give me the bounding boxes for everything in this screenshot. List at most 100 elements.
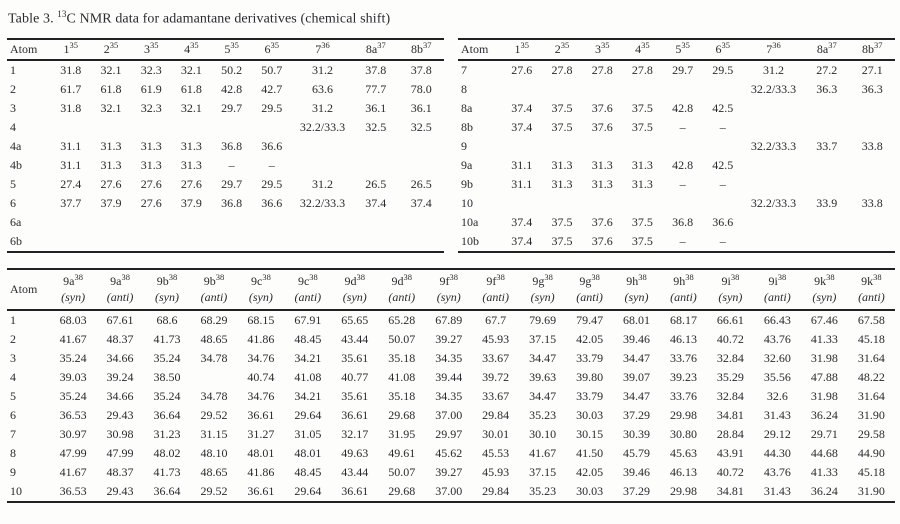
value-cell: 40.72 xyxy=(716,331,744,346)
top-tables-row: Atom 135 235 335 435 535 635 736 8a37 8b37 1 31.8 32… xyxy=(7,37,895,253)
column-variant-label: (anti) xyxy=(764,289,791,304)
atom-label: 2 xyxy=(10,81,16,96)
atom-label: 10 xyxy=(10,483,22,498)
value-cell: 33.67 xyxy=(482,388,510,403)
value-cell xyxy=(804,232,849,252)
value-cell: 31.43 xyxy=(763,483,791,498)
column-header-8a: 8a37 xyxy=(353,38,399,61)
value-cell: 65.65 xyxy=(341,312,369,327)
atom-label: 6 xyxy=(10,407,16,422)
value-cell: 33.79 xyxy=(576,350,604,365)
table-row-atom-5: 5 27.4 27.6 27.6 27.6 29.7 29.5 31.2 26.5 26.5 xyxy=(7,175,444,194)
value-cell: 42.8 xyxy=(672,100,694,115)
value-cell xyxy=(703,137,743,156)
column-variant-label: (syn) xyxy=(530,289,555,304)
value-cell: 37.15 xyxy=(529,331,557,346)
column-header-5: 535 xyxy=(662,38,703,61)
value-cell: – xyxy=(719,176,726,191)
atom-label: 1 xyxy=(10,62,16,77)
atom-label: 7 xyxy=(461,62,467,77)
atom-label: 7 xyxy=(10,426,16,441)
value-cell xyxy=(171,118,211,137)
value-cell: 39.24 xyxy=(106,369,134,384)
atom-label: 5 xyxy=(10,176,16,191)
value-cell xyxy=(804,213,849,232)
value-cell: 61.8 xyxy=(100,81,122,96)
value-cell xyxy=(353,232,398,252)
value-cell: 34.66 xyxy=(106,350,134,365)
value-cell xyxy=(51,232,91,252)
value-cell: 29.5 xyxy=(261,176,283,191)
value-cell xyxy=(51,213,91,232)
value-cell: 31.2 xyxy=(311,176,333,191)
value-cell xyxy=(850,232,895,252)
value-cell: 31.3 xyxy=(100,157,122,172)
title-prefix: Table 3. xyxy=(8,11,58,27)
value-cell: 39.80 xyxy=(576,369,604,384)
column-header-9f-anti-: 9f38 (anti) xyxy=(472,268,520,311)
value-cell xyxy=(353,137,398,156)
value-cell xyxy=(91,118,131,137)
value-cell: – xyxy=(679,233,686,248)
column-header-9i-syn-: 9i38 (syn) xyxy=(706,268,754,311)
value-cell: 67.46 xyxy=(810,312,838,327)
value-cell: 26.5 xyxy=(410,176,432,191)
value-cell xyxy=(292,213,353,232)
value-cell xyxy=(131,232,171,252)
value-cell: 29.7 xyxy=(221,100,243,115)
column-variant-label: (syn) xyxy=(248,289,273,304)
value-cell: 28.84 xyxy=(716,426,744,441)
atom-label: 6a xyxy=(10,214,22,229)
atom-column-header: Atom xyxy=(7,38,51,61)
value-cell xyxy=(850,213,895,232)
value-cell: 40.77 xyxy=(341,369,369,384)
atom-label: 4b xyxy=(10,157,22,172)
value-cell xyxy=(582,194,622,213)
value-cell: 32.1 xyxy=(100,62,122,77)
atom-column-header: Atom xyxy=(458,38,502,61)
value-cell: 34.47 xyxy=(623,388,651,403)
value-cell: 32.3 xyxy=(140,100,162,115)
table-row-atom-7: 7 27.6 27.8 27.8 27.8 29.7 29.5 31.2 27.2 27.1 xyxy=(458,60,895,80)
value-cell: 34.76 xyxy=(247,350,275,365)
value-cell: 31.1 xyxy=(60,157,82,172)
value-cell xyxy=(212,213,252,232)
value-cell xyxy=(743,99,804,118)
value-cell: 36.1 xyxy=(410,100,432,115)
value-cell xyxy=(622,194,662,213)
value-cell: 27.1 xyxy=(861,62,883,77)
value-cell xyxy=(190,368,237,387)
column-variant-label: (syn) xyxy=(61,289,86,304)
value-cell: 43.91 xyxy=(716,445,744,460)
value-cell xyxy=(743,232,804,252)
value-cell: 36.3 xyxy=(861,81,883,96)
value-cell: 43.76 xyxy=(763,331,791,346)
value-cell: 48.65 xyxy=(200,464,228,479)
atom-column-header: Atom xyxy=(7,268,50,311)
value-cell: 30.39 xyxy=(623,426,651,441)
table-title: Table 3. 13C NMR data for adamantane der… xyxy=(8,9,895,28)
value-cell: 37.4 xyxy=(410,195,432,210)
column-header-9g-syn-: 9g38 (syn) xyxy=(519,268,567,311)
value-cell: 32.5 xyxy=(365,119,387,134)
value-cell: 37.29 xyxy=(623,483,651,498)
value-cell: 37.6 xyxy=(591,119,613,134)
value-cell: 37.00 xyxy=(435,483,463,498)
column-header-3: 335 xyxy=(131,38,172,61)
column-header-9a-anti-: 9a38 (anti) xyxy=(96,268,144,311)
column-variant-label: (anti) xyxy=(482,289,509,304)
value-cell: 29.7 xyxy=(221,176,243,191)
table-row-atom-4: 4 39.03 39.24 38.50 40.74 41.08 40.77 41.08 39.4… xyxy=(7,368,895,387)
value-cell: 78.0 xyxy=(410,81,432,96)
table-row-atom-6a: 6a xyxy=(7,213,444,232)
value-cell: 37.4 xyxy=(511,119,533,134)
value-cell: 29.7 xyxy=(672,62,694,77)
value-cell: 27.8 xyxy=(591,62,613,77)
value-cell: 44.90 xyxy=(857,445,885,460)
value-cell: 37.4 xyxy=(511,100,533,115)
value-cell: 43.44 xyxy=(341,331,369,346)
value-cell xyxy=(850,156,895,175)
atom-label: 3 xyxy=(10,350,16,365)
column-header-6: 635 xyxy=(251,38,292,61)
column-variant-label: (anti) xyxy=(200,289,228,304)
